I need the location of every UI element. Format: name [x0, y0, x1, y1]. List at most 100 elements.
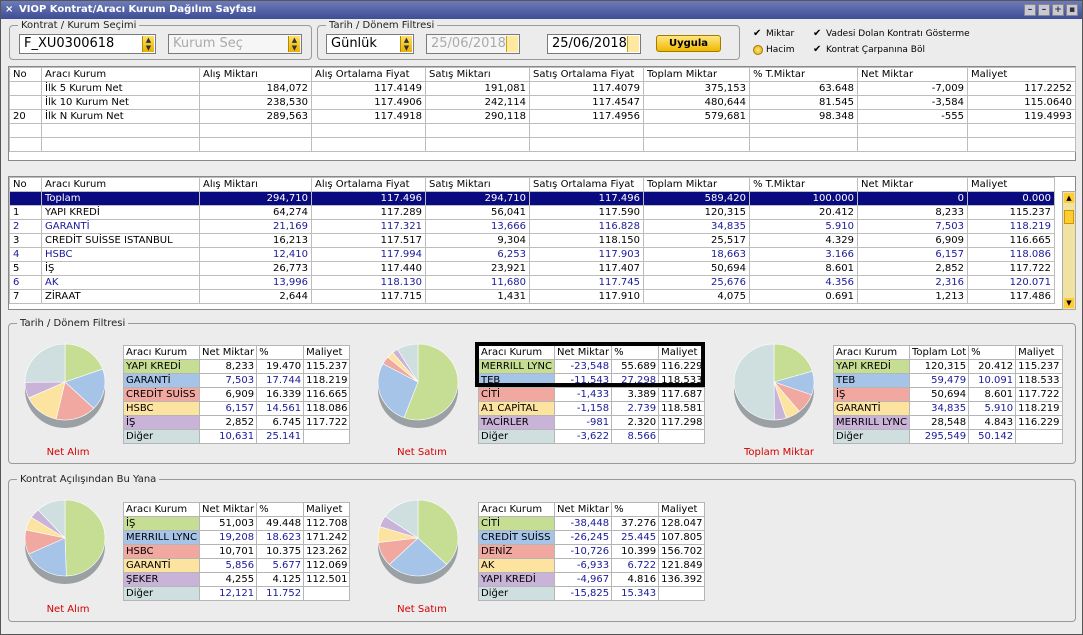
chevron-updown-icon[interactable]: ▲ ▼: [400, 36, 412, 52]
apply-button[interactable]: Uygula: [656, 35, 721, 52]
column-header[interactable]: Alış Ortalama Fiyat: [311, 67, 426, 82]
mini-row[interactable]: YAPI KREDİ -4,967 4.816 136.392: [478, 572, 706, 587]
scrollbar[interactable]: ▲ ▼: [1062, 191, 1076, 310]
mini-row[interactable]: A1 CAPİTAL -1,158 2.739 118.581: [478, 401, 706, 416]
column-header[interactable]: Toplam Miktar: [643, 177, 750, 192]
maximize-icon[interactable]: +: [1052, 4, 1064, 16]
mini-row[interactable]: YAPI KREDİ 120,315 20.412 115.237: [833, 359, 1063, 374]
mini-row[interactable]: MERRILL LYNC 19,208 18.623 171.242: [123, 530, 351, 545]
mini-cell: MERRILL LYNC: [123, 530, 200, 545]
mini-row[interactable]: TEB 59,479 10.091 118.533: [833, 373, 1063, 388]
mini-cell: 10,631: [198, 429, 258, 444]
mini-cell: 51,003: [198, 516, 258, 531]
column-header[interactable]: Alış Miktarı: [199, 67, 312, 82]
mini-cell: TEB: [833, 373, 910, 388]
column-header[interactable]: Satış Miktarı: [425, 67, 530, 82]
table-row[interactable]: Toplam 294,710 117.496 294,710 117.496 589,42…: [9, 191, 1055, 206]
minimize-icon[interactable]: –: [1024, 4, 1036, 16]
calendar-icon[interactable]: [627, 36, 639, 52]
table-row[interactable]: 5 İŞ 26,773 117.440 23,921 117.407 50,694 8.601…: [9, 261, 1055, 276]
mini-row[interactable]: CREDİT SUİSS -26,245 25.445 107.805: [478, 530, 706, 545]
column-header[interactable]: Aracı Kurum: [41, 177, 200, 192]
calendar-icon[interactable]: [506, 36, 518, 52]
table-header-row: No Aracı Kurum Alış Miktarı Alış Ortalama F…: [9, 67, 1076, 82]
column-header[interactable]: Satış Ortalama Fiyat: [529, 67, 644, 82]
column-header[interactable]: Net Miktar: [857, 67, 968, 82]
mini-row[interactable]: YAPI KREDİ 8,233 19.470 115.237: [123, 359, 351, 374]
column-header: Aracı Kurum: [833, 345, 910, 360]
column-header[interactable]: Satış Miktarı: [425, 177, 530, 192]
table-row[interactable]: İlk 10 Kurum Net 238,530 117.4906 242,114 11…: [9, 95, 1076, 110]
scroll-up-icon[interactable]: ▲: [1064, 193, 1074, 203]
table-row[interactable]: 4 HSBC 12,410 117.994 6,253 117.903 18,663 3.16…: [9, 247, 1055, 262]
kurum-select[interactable]: Kurum Seç ▲ ▼: [168, 34, 302, 54]
hacim-option[interactable]: Hacim: [753, 44, 795, 56]
restore-icon[interactable]: ▪: [1066, 4, 1078, 16]
mini-row[interactable]: CİTİ -38,448 37.276 128.047: [478, 516, 706, 531]
column-header[interactable]: % T.Miktar: [749, 177, 858, 192]
column-header[interactable]: No: [9, 67, 42, 82]
scroll-thumb[interactable]: [1064, 210, 1074, 224]
column-header[interactable]: Toplam Miktar: [643, 67, 750, 82]
mini-row[interactable]: MERRILL LYNC -23,548 55.689 116.229: [478, 359, 706, 374]
mini-row[interactable]: HSBC 10,701 10.375 123.262: [123, 544, 351, 559]
mini-row[interactable]: İŞ 50,694 8.601 117.722: [833, 387, 1063, 402]
close-icon[interactable]: ×: [5, 4, 14, 15]
vadesi-option[interactable]: ✔ Vadesi Dolan Kontratı Gösterme: [813, 28, 970, 40]
table-cell: 20: [9, 109, 42, 124]
mini-row[interactable]: İŞ 51,003 49.448 112.708: [123, 516, 351, 531]
column-header[interactable]: Maliyet: [967, 67, 1076, 82]
mini-row[interactable]: GARANTİ 7,503 17.744 118.219: [123, 373, 351, 388]
mini-row[interactable]: Diğer -3,622 8.566: [478, 429, 706, 444]
mini-cell: 112.708: [303, 516, 351, 531]
table-row[interactable]: 7 ZİRAAT 2,644 117.715 1,431 117.910 4,075 0.69…: [9, 289, 1055, 304]
column-header[interactable]: No: [9, 177, 42, 192]
mini-row[interactable]: Diğer 12,121 11.752: [123, 586, 351, 601]
table-cell: 50,694: [643, 261, 750, 276]
mini-row[interactable]: HSBC 6,157 14.561 118.086: [123, 401, 351, 416]
date-to-field[interactable]: 25/06/2018: [547, 34, 641, 54]
table-row[interactable]: 1 YAPI KREDİ 64,274 117.289 56,041 117.590 120…: [9, 205, 1055, 220]
table-row[interactable]: 20 İlk N Kurum Net 289,563 117.4918 290,118 1…: [9, 109, 1076, 124]
mini-row[interactable]: Diğer 295,549 50.142: [833, 429, 1063, 444]
mini-row[interactable]: İŞ 2,852 6.745 117.722: [123, 415, 351, 430]
mini-row[interactable]: TACİRLER -981 2.320 117.298: [478, 415, 706, 430]
date-from-field[interactable]: 25/06/2018: [426, 34, 520, 54]
mini-row[interactable]: Diğer -15,825 15.343: [478, 586, 706, 601]
table-row[interactable]: 2 GARANTİ 21,169 117.321 13,666 116.828 34,835…: [9, 219, 1055, 234]
mini-row[interactable]: CİTİ -1,433 3.389 117.687: [478, 387, 706, 402]
kontrat-legend: Kontrat / Kurum Seçimi: [21, 20, 137, 31]
chevron-updown-icon[interactable]: ▲ ▼: [288, 36, 300, 52]
mini-cell: HSBC: [123, 401, 200, 416]
carpan-option[interactable]: ✔ Kontrat Çarpanına Böl: [813, 44, 925, 56]
scroll-down-icon[interactable]: ▼: [1064, 298, 1074, 308]
empty-row: [9, 123, 1076, 138]
mini-cell: 4.843: [968, 415, 1017, 430]
column-header[interactable]: Aracı Kurum: [41, 67, 200, 82]
mini-row[interactable]: DENİZ -10,726 10.399 156.702: [478, 544, 706, 559]
column-header[interactable]: % T.Miktar: [749, 67, 858, 82]
mini-cell: -1,158: [553, 401, 613, 416]
table-row[interactable]: 6 AK 13,996 118.130 11,680 117.745 25,676 4.356…: [9, 275, 1055, 290]
contract-select[interactable]: F_XU0300618 ▲ ▼: [19, 34, 156, 54]
mini-row[interactable]: CREDİT SUİSS 6,909 16.339 116.665: [123, 387, 351, 402]
period-select[interactable]: Günlük ▲ ▼: [326, 34, 414, 54]
mini-cell: YAPI KREDİ: [478, 572, 555, 587]
miktar-option[interactable]: ✔ Miktar: [753, 28, 794, 40]
shrink-icon[interactable]: –: [1038, 4, 1050, 16]
mini-cell: 171.242: [303, 530, 351, 545]
column-header[interactable]: Maliyet: [967, 177, 1055, 192]
mini-row[interactable]: MERRILL LYNC 28,548 4.843 116.229: [833, 415, 1063, 430]
column-header[interactable]: Satış Ortalama Fiyat: [529, 177, 644, 192]
column-header[interactable]: Alış Ortalama Fiyat: [311, 177, 426, 192]
column-header[interactable]: Net Miktar: [857, 177, 968, 192]
table-row[interactable]: İlk 5 Kurum Net 184,072 117.4149 191,081 117…: [9, 81, 1076, 96]
mini-row[interactable]: ŞEKER 4,255 4.125 112.501: [123, 572, 351, 587]
table-row[interactable]: 3 CREDİT SUİSSE ISTANBUL 16,213 117.517 9,30…: [9, 233, 1055, 248]
mini-row[interactable]: GARANTİ 34,835 5.910 118.219: [833, 401, 1063, 416]
chevron-updown-icon[interactable]: ▲ ▼: [142, 36, 154, 52]
mini-row[interactable]: GARANTİ 5,856 5.677 112.069: [123, 558, 351, 573]
mini-row[interactable]: Diğer 10,631 25.141: [123, 429, 351, 444]
column-header[interactable]: Alış Miktarı: [199, 177, 312, 192]
mini-row[interactable]: AK -6,933 6.722 121.849: [478, 558, 706, 573]
